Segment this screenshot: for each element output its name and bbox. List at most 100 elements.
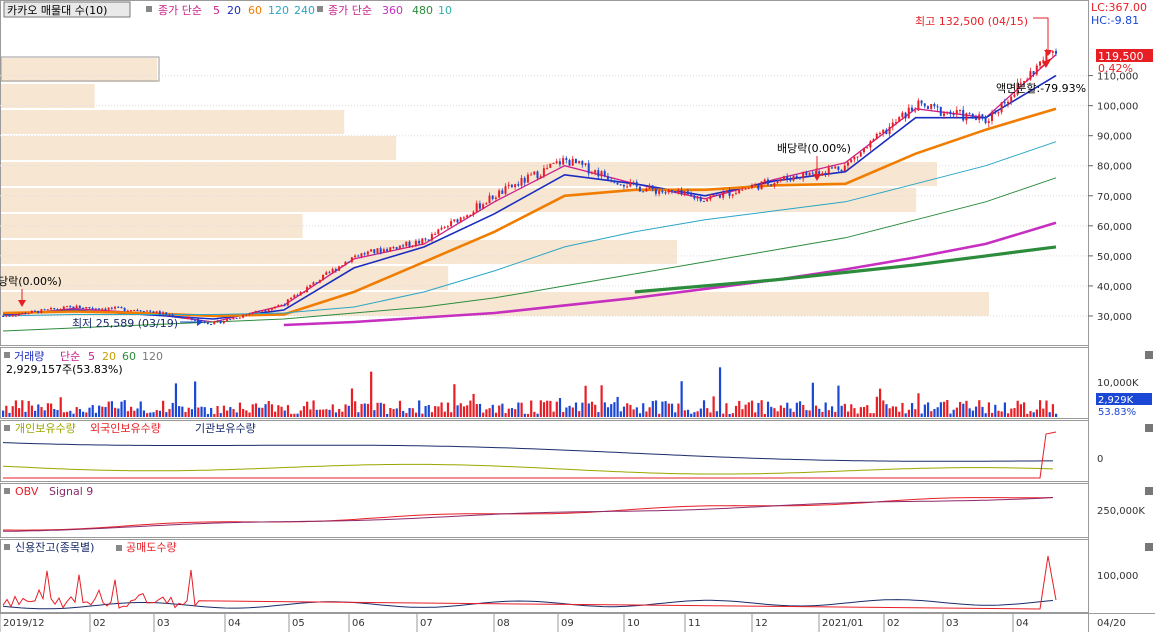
volume-bar [898, 411, 901, 417]
candle-body [494, 197, 497, 199]
candle-body [267, 309, 270, 311]
candle-body [648, 185, 651, 189]
obv-panel [0, 483, 1089, 538]
candle-body [306, 287, 309, 293]
volume-bar [482, 412, 485, 417]
volume-bar [814, 405, 818, 417]
volume-bar [277, 405, 280, 417]
volume-bar [1022, 402, 1026, 417]
y-tick-label: 100,000 [1097, 102, 1138, 113]
volume-bar [757, 402, 760, 417]
candle-body [898, 117, 901, 123]
y-tick-label: 30,000 [1097, 312, 1132, 323]
candle-body [453, 219, 456, 222]
close-icon[interactable] [1145, 543, 1153, 551]
volume-profile-bar [1, 214, 303, 238]
volume-bar [974, 406, 978, 417]
close-icon[interactable] [1145, 487, 1153, 495]
volume-bar [376, 402, 379, 417]
volume-bar [226, 410, 229, 417]
candle-body [34, 310, 37, 312]
candle-body [507, 184, 510, 187]
candle-body [514, 184, 517, 188]
volume-bar [181, 406, 184, 417]
candle-body [843, 165, 846, 172]
candle-body [194, 319, 197, 321]
candle-body [1029, 71, 1032, 80]
candle-body [990, 112, 993, 122]
candle-body [530, 174, 533, 176]
volume-bar [773, 408, 776, 417]
candle-body [139, 310, 142, 312]
volume-bar [715, 411, 718, 417]
candle-body [997, 112, 1000, 114]
candle-body [469, 214, 472, 216]
x-tick-label: 03 [157, 618, 170, 629]
candle-body [379, 248, 382, 253]
volume-bar [626, 403, 629, 417]
volume-pct: 53.83% [1098, 407, 1136, 418]
candle-body [174, 316, 177, 318]
volume-bar [674, 412, 677, 417]
volume-bar [696, 411, 699, 417]
candle-body [904, 112, 907, 119]
volume-bar [229, 407, 232, 417]
candle-body [277, 305, 280, 307]
candle-body [264, 310, 267, 312]
volume-bar [1003, 402, 1006, 417]
volume-bar [296, 413, 299, 417]
volume-bar [190, 409, 194, 417]
volume-bar [818, 408, 821, 417]
candle-body [654, 189, 657, 194]
candle-body [622, 184, 625, 187]
x-tick-label: 07 [420, 618, 433, 629]
candle-body [21, 312, 24, 315]
volume-bar [200, 406, 203, 417]
legend-ma-240: 240 [294, 4, 315, 17]
volume-bar [843, 403, 846, 417]
candle-body [744, 188, 747, 190]
candle-body [498, 190, 501, 198]
candle-body [674, 191, 677, 193]
volume-bar [629, 404, 632, 417]
symbol-button[interactable] [3, 1, 131, 18]
volume-bar [494, 412, 498, 417]
volume-bar [798, 401, 802, 417]
volume-bar [571, 407, 574, 417]
volume-bar [312, 400, 315, 417]
candle-body [475, 203, 478, 212]
volume-bar [786, 402, 789, 417]
close-icon[interactable] [1145, 424, 1153, 432]
candle-body [702, 200, 705, 202]
candle-body [328, 272, 331, 274]
volume-bar [203, 407, 206, 417]
candle-body [299, 292, 302, 296]
close-icon[interactable] [1145, 351, 1153, 359]
volume-bar [587, 403, 590, 417]
candle-body [606, 176, 609, 180]
candle-body [520, 177, 523, 186]
volume-bar [59, 397, 62, 417]
volume-bar [574, 402, 578, 417]
candle-body [312, 282, 315, 285]
candle-body [478, 203, 481, 209]
volume-bar [1032, 412, 1035, 417]
x-tick-label: 06 [352, 618, 365, 629]
candle-body [891, 122, 894, 127]
volume-bar [594, 404, 597, 417]
volume-bar [174, 383, 178, 417]
candle-body [958, 110, 961, 112]
volume-bar [232, 409, 235, 417]
volume-bar [658, 413, 661, 417]
volume-bar [610, 404, 613, 417]
candle-body [309, 284, 312, 288]
candle-body [658, 191, 661, 194]
candle-body [427, 239, 430, 241]
volume-bar [552, 411, 555, 417]
volume-bar [901, 402, 904, 417]
volume-profile [0, 56, 989, 316]
volume-bar [27, 401, 30, 417]
volume-bar [30, 405, 34, 417]
candle-body [226, 319, 229, 322]
